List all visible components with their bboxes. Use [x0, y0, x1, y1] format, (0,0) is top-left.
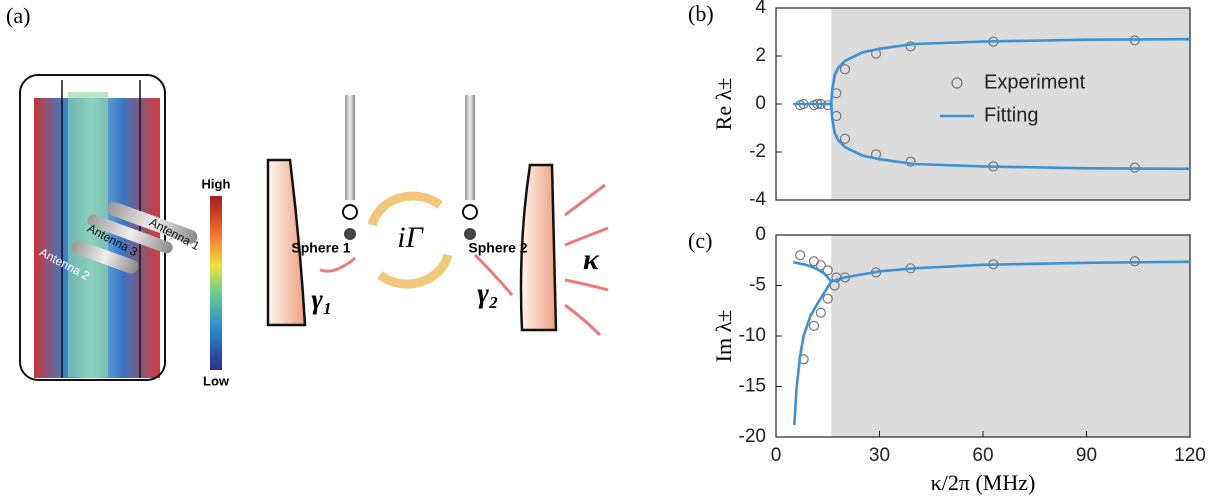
legend-marker — [951, 77, 963, 89]
colorbar-label: Low — [203, 373, 230, 388]
x-axis-label: κ/2π (MHz) — [931, 470, 1036, 495]
y-tick-label: -20 — [739, 426, 766, 447]
data-point — [839, 133, 851, 144]
fit-line — [792, 280, 833, 425]
y-tick-label: 0 — [755, 224, 766, 245]
y-tick-label: -15 — [739, 376, 766, 397]
legend-label: Experiment — [984, 71, 1086, 93]
y-tick-label: -4 — [749, 189, 766, 210]
y-axis-label: Re λ± — [711, 78, 736, 131]
y-axis-label: Im λ± — [711, 310, 736, 363]
legend-label: Fitting — [984, 104, 1038, 126]
y-tick-label: -10 — [739, 325, 766, 346]
x-tick-label: 0 — [771, 445, 782, 466]
panel-label: (c) — [688, 228, 712, 253]
data-point — [839, 64, 851, 75]
sphere-label: Sphere 2 — [468, 240, 527, 256]
loss-label: γ₁ — [311, 284, 332, 315]
loss-label: κ — [583, 243, 600, 276]
colorbar — [210, 196, 222, 370]
x-tick-label: 90 — [1076, 445, 1097, 466]
data-point — [822, 293, 833, 304]
loss-label: γ₂ — [477, 278, 498, 309]
y-tick-label: 4 — [755, 0, 766, 18]
y-tick-label: 2 — [755, 45, 766, 66]
x-tick-label: 60 — [972, 445, 993, 466]
y-tick-label: -2 — [749, 141, 766, 162]
shaded-region — [831, 235, 1190, 437]
cavity — [266, 95, 609, 337]
data-point — [815, 260, 826, 271]
x-tick-label: 30 — [869, 445, 890, 466]
data-point — [815, 307, 826, 318]
fit-line — [793, 260, 1191, 283]
y-tick-label: -5 — [749, 275, 766, 296]
panel-label: (a) — [6, 3, 30, 28]
x-tick-label: 120 — [1174, 445, 1206, 466]
fit-line — [793, 37, 1191, 106]
coupling-label: iΓ — [397, 221, 424, 254]
data-point — [808, 320, 820, 331]
fit-line — [829, 103, 1191, 171]
field-box — [19, 74, 198, 381]
panel-label: (b) — [688, 1, 714, 26]
y-tick-label: 0 — [755, 93, 766, 114]
data-point — [795, 250, 806, 261]
sphere-label: Sphere 1 — [291, 240, 350, 256]
colorbar-label: High — [202, 176, 231, 191]
data-point — [822, 265, 833, 276]
data-point — [808, 256, 820, 267]
